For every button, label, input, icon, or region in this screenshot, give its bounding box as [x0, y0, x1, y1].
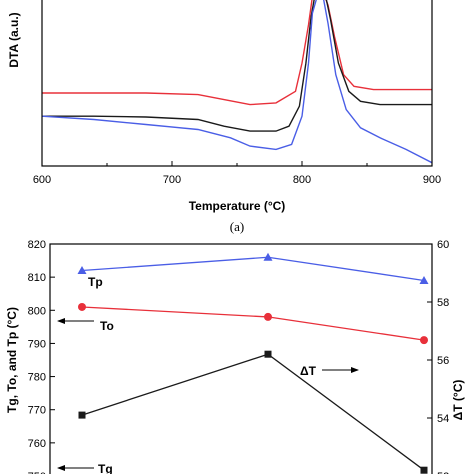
to-label: To — [100, 319, 114, 333]
to-point — [78, 302, 86, 311]
y-tick-label-right: 56 — [437, 355, 449, 367]
tp-point — [263, 252, 273, 261]
dta-curve-3 — [42, 0, 432, 164]
panel-label-a: (a) — [230, 219, 244, 234]
x-tick-label-a: 900 — [423, 174, 441, 186]
to-point — [264, 312, 272, 321]
y-tick-label-right: 58 — [437, 297, 449, 309]
y-axis-title-left: Tg, To, and Tp (°C) — [5, 307, 19, 413]
y-tick-label-left: 760 — [28, 438, 46, 450]
delta-t-label: ΔT — [300, 364, 317, 378]
y-tick-label-right: 54 — [437, 413, 449, 425]
y-tick-label-right: 52 — [437, 471, 449, 474]
plot-b-frame — [49, 243, 433, 474]
dta-curve-1 — [42, 0, 432, 106]
x-tick-label-a: 800 — [293, 174, 311, 186]
y-tick-label-left: 800 — [28, 305, 46, 317]
y-tick-label-left: 750 — [28, 471, 46, 474]
y-axis-title-right: ΔT (°C) — [451, 380, 465, 421]
dta-curve-2 — [42, 0, 432, 132]
x-tick-label-a: 700 — [163, 174, 181, 186]
y-tick-label-left: 770 — [28, 405, 46, 417]
tp-point — [77, 266, 87, 275]
y-tick-label-left: 790 — [28, 338, 46, 350]
series-line-ΔT — [81, 353, 425, 471]
delta-t-point — [420, 466, 428, 474]
tp-label: Tp — [88, 275, 103, 289]
series-line-Tp — [81, 256, 425, 282]
y-tick-label-left: 810 — [28, 272, 46, 284]
series-line-To — [81, 306, 425, 341]
y-tick-label-right: 60 — [437, 239, 449, 251]
y-tick-label-left: 780 — [28, 372, 46, 384]
x-axis-title-a: Temperature (°C) — [189, 199, 286, 213]
x-tick-label-a: 600 — [33, 174, 51, 186]
to-point — [420, 336, 428, 345]
delta-t-point — [264, 350, 272, 358]
y-tick-label-left: 820 — [28, 239, 46, 251]
y-axis-title-a: DTA (a.u.) — [7, 12, 21, 67]
delta-t-point — [78, 411, 86, 419]
tg-label: Tg — [98, 462, 113, 474]
tp-point — [419, 275, 429, 284]
